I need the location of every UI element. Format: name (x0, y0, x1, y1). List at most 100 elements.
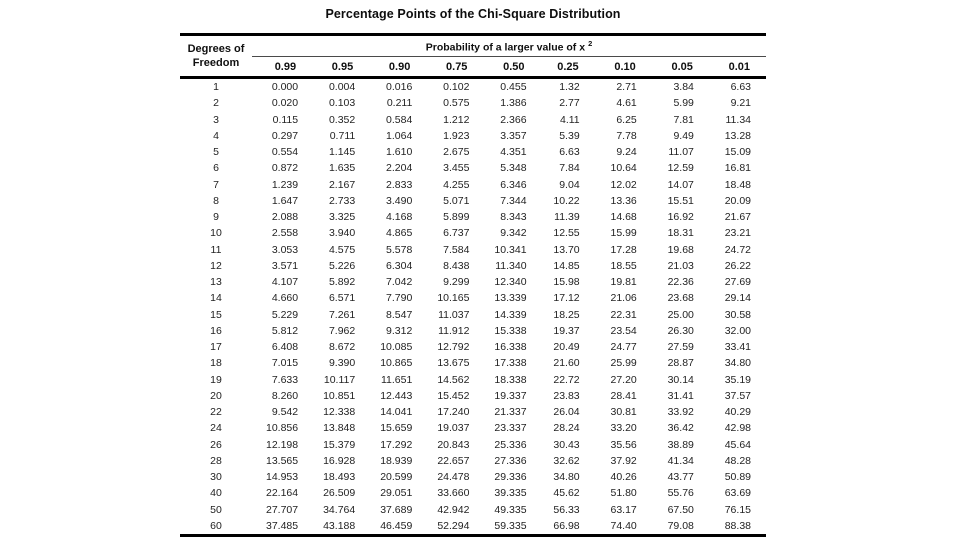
value-cell: 12.198 (265, 438, 299, 451)
column-header-0-25: 0.25 (537, 56, 595, 79)
value-cell: 45.62 (553, 487, 580, 500)
value-cell: 40.29 (724, 406, 751, 419)
value-cell: 21.337 (494, 406, 527, 419)
value-cell: 0.004 (328, 81, 356, 94)
value-cell: 11.912 (438, 324, 470, 337)
value-cell: 3.455 (443, 162, 470, 175)
value-cell: 7.584 (443, 243, 470, 256)
df-cell: 14 (210, 292, 222, 305)
value-cell: 43.77 (667, 471, 694, 484)
column-headers-row: 0.99 0.95 0.90 0.75 0.50 0.25 0.10 0.05 … (180, 56, 766, 79)
value-cell: 29.336 (494, 471, 527, 484)
value-cell: 15.452 (437, 389, 470, 402)
value-cell: 5.348 (500, 162, 527, 175)
value-cell: 1.212 (443, 113, 470, 126)
value-cell: 1.064 (386, 129, 413, 142)
value-cell: 14.041 (380, 406, 413, 419)
chi-square-table: Degrees of Freedom Probability of a larg… (180, 33, 766, 537)
value-cell: 24.72 (724, 243, 751, 256)
value-cell: 29.051 (380, 487, 413, 500)
table-row: 19 7.633 10.117 11.651 14.562 18.338 22.72 27.2… (180, 372, 766, 388)
value-cell: 56.33 (553, 503, 580, 516)
value-cell: 2.675 (443, 146, 470, 159)
value-cell: 27.69 (724, 276, 751, 289)
df-cell: 18 (210, 357, 222, 370)
value-cell: 14.85 (553, 259, 580, 272)
value-cell: 12.792 (437, 341, 470, 354)
value-cell: 33.660 (437, 487, 470, 500)
value-cell: 35.19 (724, 373, 751, 386)
value-cell: 10.64 (610, 162, 637, 175)
value-cell: 22.164 (265, 487, 299, 500)
value-cell: 45.64 (724, 438, 751, 451)
value-cell: 7.015 (271, 357, 299, 370)
value-cell: 7.344 (500, 194, 527, 207)
value-cell: 27.20 (610, 373, 637, 386)
value-cell: 0.711 (329, 129, 356, 142)
value-cell: 1.386 (500, 97, 527, 110)
table-body: 1 0.000 0.004 0.016 0.102 0.455 1.32 2.71 3.84 6.… (180, 78, 766, 536)
value-cell: 33.92 (667, 406, 694, 419)
table-row: 14 4.660 6.571 7.790 10.165 13.339 17.12 21.06 2… (180, 290, 766, 306)
value-cell: 5.39 (559, 129, 580, 142)
value-cell: 5.229 (271, 308, 299, 321)
value-cell: 41.34 (667, 454, 694, 467)
table-row: 4 0.297 0.711 1.064 1.923 3.357 5.39 7.78 9.49 13… (180, 128, 766, 144)
value-cell: 6.346 (500, 178, 527, 191)
value-cell: 21.67 (724, 211, 751, 224)
value-cell: 34.764 (323, 503, 356, 516)
value-cell: 7.633 (271, 373, 299, 386)
value-cell: 1.610 (386, 146, 413, 159)
value-cell: 4.61 (616, 97, 637, 110)
value-cell: 18.939 (380, 454, 413, 467)
value-cell: 23.337 (494, 422, 527, 435)
value-cell: 0.455 (500, 81, 527, 94)
table-header: Degrees of Freedom Probability of a larg… (180, 34, 766, 79)
value-cell: 15.09 (724, 146, 751, 159)
value-cell: 3.571 (271, 259, 299, 272)
value-cell: 63.69 (724, 487, 751, 500)
value-cell: 5.226 (328, 259, 356, 272)
value-cell: 30.14 (667, 373, 694, 386)
value-cell: 51.80 (610, 487, 637, 500)
column-header-0-99: 0.99 (252, 56, 310, 79)
value-cell: 6.408 (271, 341, 299, 354)
value-cell: 2.71 (616, 81, 637, 94)
value-cell: 14.339 (494, 308, 527, 321)
value-cell: 30.58 (724, 308, 751, 321)
value-cell: 10.22 (553, 194, 580, 207)
value-cell: 76.15 (724, 503, 751, 516)
value-cell: 28.87 (667, 357, 694, 370)
value-cell: 4.255 (443, 178, 470, 191)
table-row: 13 4.107 5.892 7.042 9.299 12.340 15.98 19.81 22… (180, 274, 766, 290)
value-cell: 14.562 (437, 373, 470, 386)
value-cell: 9.342 (500, 227, 527, 240)
value-cell: 6.737 (443, 227, 470, 240)
value-cell: 46.459 (380, 519, 413, 532)
value-cell: 24.77 (610, 341, 637, 354)
value-cell: 22.72 (553, 373, 580, 386)
value-cell: 74.40 (610, 519, 637, 532)
df-cell: 40 (210, 487, 222, 500)
value-cell: 59.335 (494, 519, 527, 532)
probability-header-text: Probability of a larger value of x (425, 41, 586, 54)
value-cell: 0.584 (386, 113, 413, 126)
value-cell: 79.08 (667, 519, 694, 532)
value-cell: 6.63 (730, 81, 751, 94)
value-cell: 17.12 (553, 292, 580, 305)
value-cell: 88.38 (724, 519, 751, 532)
value-cell: 12.340 (494, 276, 527, 289)
value-cell: 42.98 (724, 422, 751, 435)
value-cell: 4.575 (328, 243, 356, 256)
value-cell: 0.352 (328, 113, 356, 126)
df-cell: 28 (210, 454, 222, 467)
value-cell: 3.84 (673, 81, 694, 94)
table-row: 6 0.872 1.635 2.204 3.455 5.348 7.84 10.64 12.59… (180, 160, 766, 176)
value-cell: 13.70 (553, 243, 580, 256)
value-cell: 4.11 (559, 113, 580, 126)
value-cell: 66.98 (553, 519, 580, 532)
value-cell: 16.81 (724, 162, 751, 175)
value-cell: 8.438 (443, 259, 470, 272)
table-row: 12 3.571 5.226 6.304 8.438 11.340 14.85 18.55 21… (180, 258, 766, 274)
